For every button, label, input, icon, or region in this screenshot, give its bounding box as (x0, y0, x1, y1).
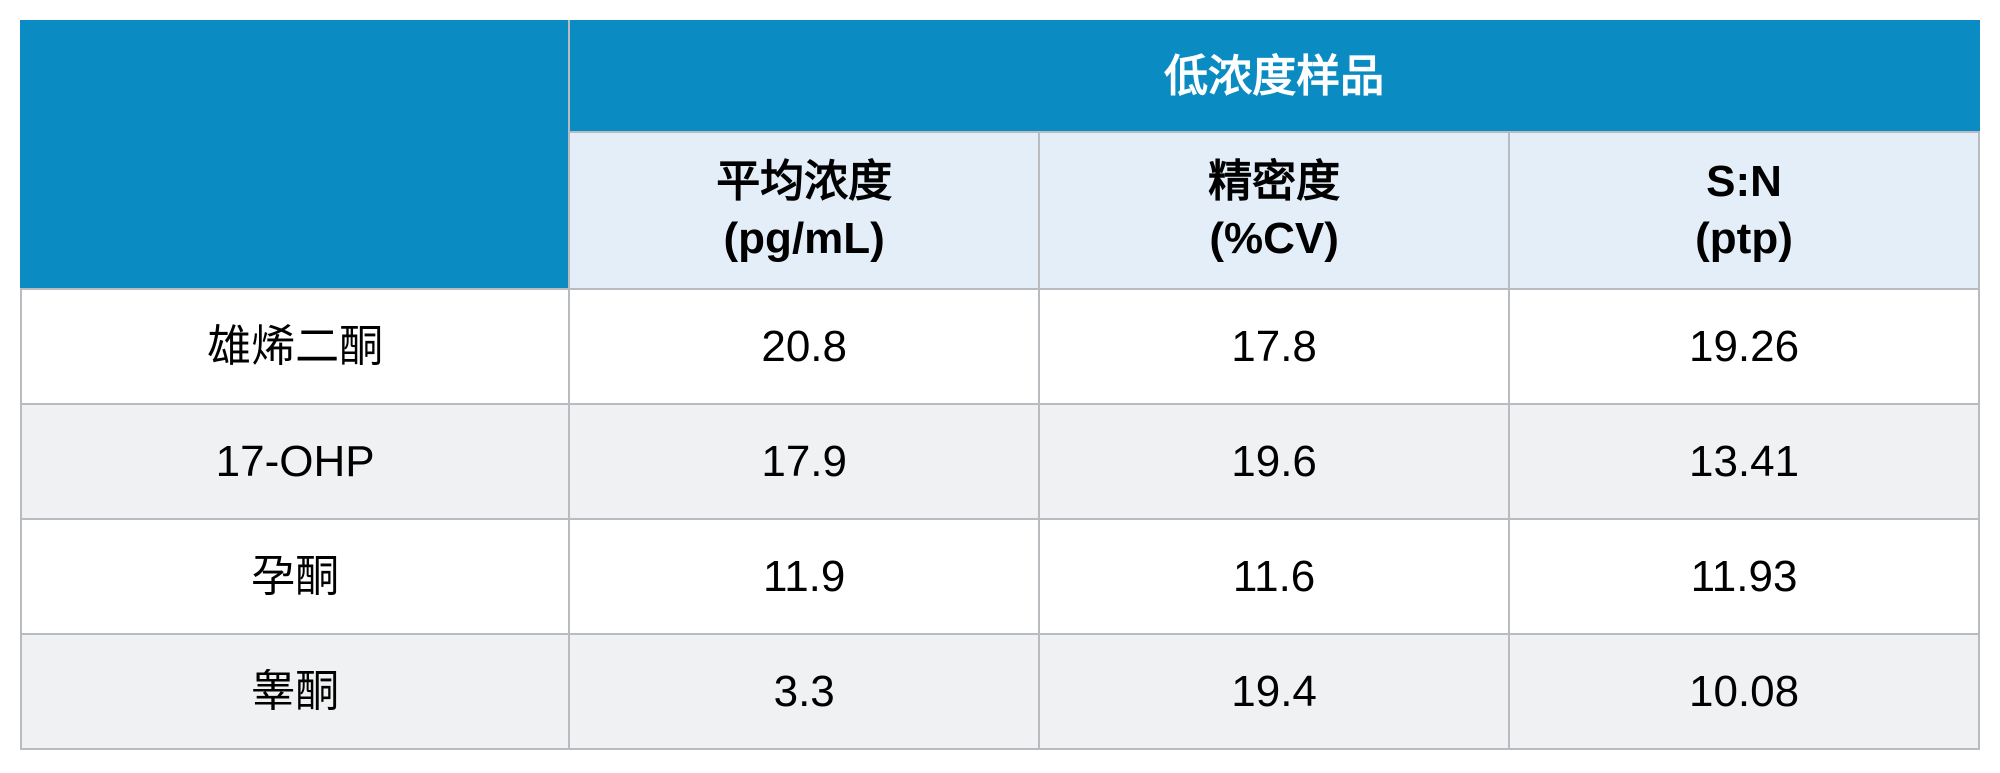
cell-cv: 17.8 (1039, 289, 1509, 404)
cell-sn: 10.08 (1509, 634, 1979, 749)
col-header-mean: 平均浓度 (pg/mL) (569, 132, 1039, 288)
table-row: 睾酮 3.3 19.4 10.08 (21, 634, 1979, 749)
cell-cv: 19.6 (1039, 404, 1509, 519)
cell-sn: 13.41 (1509, 404, 1979, 519)
cell-mean: 17.9 (569, 404, 1039, 519)
cell-mean: 11.9 (569, 519, 1039, 634)
col-header-cv-line1: 精密度 (1208, 157, 1340, 206)
col-header-mean-line1: 平均浓度 (716, 157, 892, 206)
header-blank-cell (21, 21, 569, 289)
col-header-sn: S:N (ptp) (1509, 132, 1979, 288)
cell-sn: 19.26 (1509, 289, 1979, 404)
cell-analyte: 睾酮 (21, 634, 569, 749)
header-row-1: 低浓度样品 (21, 21, 1979, 132)
col-header-sn-line2: (ptp) (1695, 214, 1793, 263)
data-table: 低浓度样品 平均浓度 (pg/mL) 精密度 (%CV) S:N (ptp) 雄 (20, 20, 1980, 750)
cell-analyte: 17-OHP (21, 404, 569, 519)
table-row: 雄烯二酮 20.8 17.8 19.26 (21, 289, 1979, 404)
cell-analyte: 雄烯二酮 (21, 289, 569, 404)
cell-sn: 11.93 (1509, 519, 1979, 634)
cell-mean: 3.3 (569, 634, 1039, 749)
cell-cv: 11.6 (1039, 519, 1509, 634)
cell-mean: 20.8 (569, 289, 1039, 404)
data-table-container: 低浓度样品 平均浓度 (pg/mL) 精密度 (%CV) S:N (ptp) 雄 (20, 20, 1980, 750)
table-row: 17-OHP 17.9 19.6 13.41 (21, 404, 1979, 519)
cell-cv: 19.4 (1039, 634, 1509, 749)
col-header-cv: 精密度 (%CV) (1039, 132, 1509, 288)
col-header-sn-line1: S:N (1706, 157, 1782, 206)
cell-analyte: 孕酮 (21, 519, 569, 634)
col-header-mean-line2: (pg/mL) (724, 214, 885, 263)
col-header-cv-line2: (%CV) (1209, 214, 1339, 263)
table-row: 孕酮 11.9 11.6 11.93 (21, 519, 1979, 634)
group-header: 低浓度样品 (569, 21, 1979, 132)
